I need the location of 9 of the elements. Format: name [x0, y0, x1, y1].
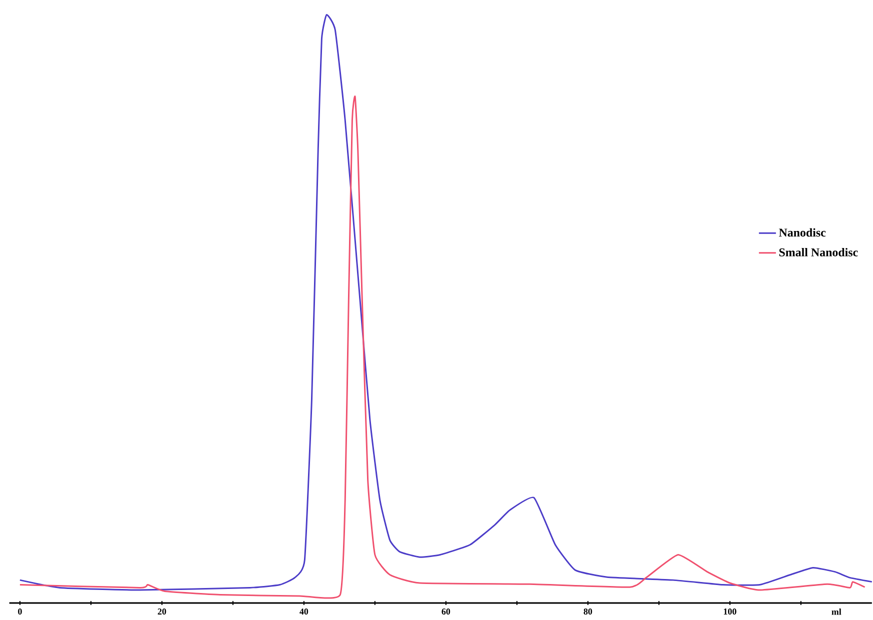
- x-tick-label: 20: [158, 608, 166, 615]
- x-axis-title: ml: [832, 608, 842, 615]
- legend-label: Small Nanodisc: [779, 248, 858, 256]
- x-tick-label: 40: [300, 608, 308, 615]
- x-tick-label: 0: [18, 608, 22, 615]
- x-tick-label: 60: [442, 608, 450, 615]
- x-tick-label: 80: [584, 608, 592, 615]
- x-tick-label: 100: [724, 608, 736, 615]
- legend-label: Nanodisc: [778, 228, 826, 237]
